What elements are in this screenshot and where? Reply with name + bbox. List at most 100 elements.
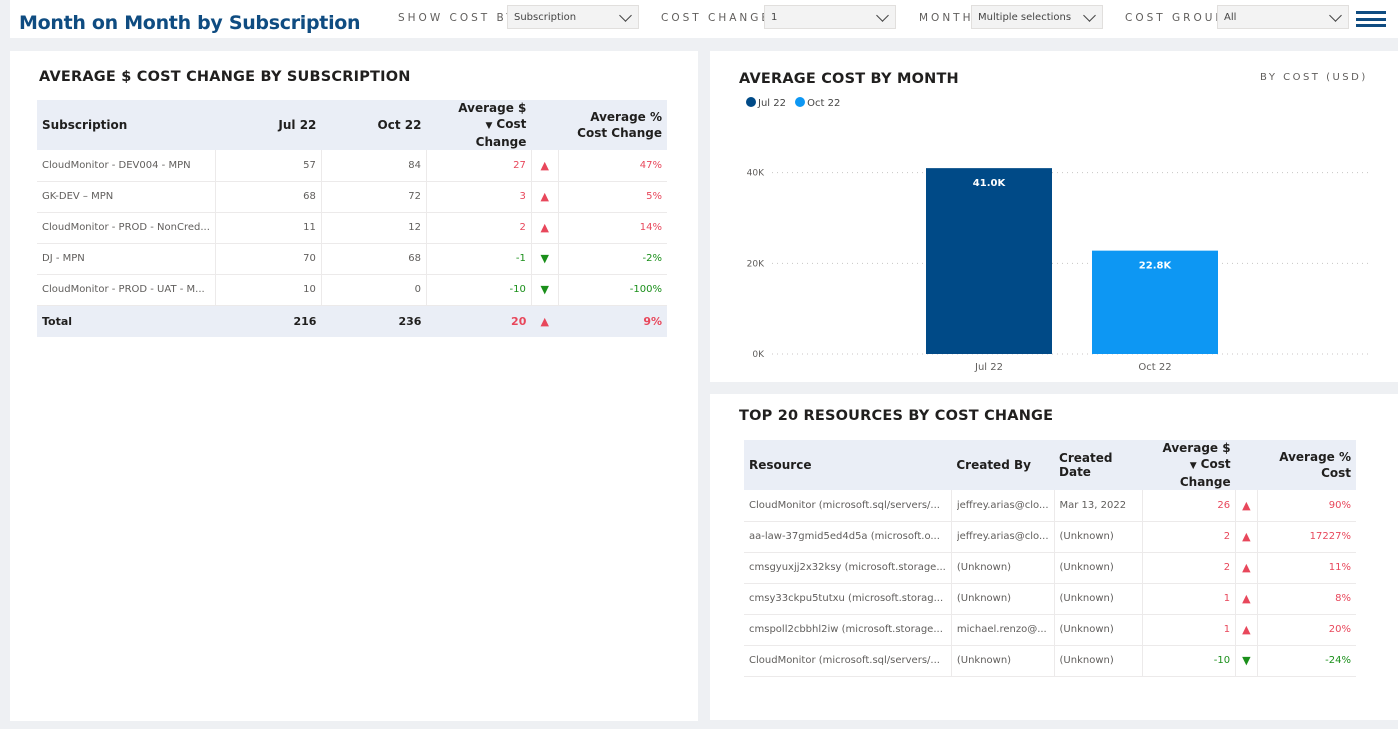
avg-pct-cell: -2%: [558, 243, 667, 275]
total-pct: 9%: [558, 305, 667, 337]
avg-change-header-line2: Cost Change: [475, 117, 527, 149]
res-avg-pct-cell: 11%: [1257, 552, 1356, 584]
resource-name: cmspoll2cbbhl2iw (microsoft.storage...: [749, 624, 943, 635]
column-header-avg-pct[interactable]: Average % Cost Change: [558, 100, 667, 150]
legend-item-jul[interactable]: Jul 22: [746, 97, 786, 109]
jul-value-cell: 11: [215, 212, 322, 244]
avg-pct-header-line1: Average %: [590, 110, 662, 124]
subscription-name: CloudMonitor - PROD - UAT - M...: [42, 284, 205, 295]
column-header-resource[interactable]: Resource: [744, 440, 952, 490]
created-by: (Unknown): [956, 655, 1012, 666]
sort-descending-icon[interactable]: ▼: [485, 121, 493, 131]
created-date-cell: (Unknown): [1054, 583, 1143, 615]
column-header-created-by[interactable]: Created By: [951, 440, 1055, 490]
filter-label-cost-group: COST GROUP: [1125, 12, 1225, 24]
subscription-table: Subscription Jul 22 Oct 22 Average $ ▼ Co…: [37, 100, 667, 337]
subscription-name: GK-DEV – MPN: [42, 191, 114, 202]
legend-dot-oct: [795, 97, 806, 107]
table-row[interactable]: cmspoll2cbbhl2iw (microsoft.storage... mi…: [744, 614, 1356, 646]
table-row[interactable]: CloudMonitor - DEV004 - MPN 57 84 27 ▲ 47%: [37, 150, 667, 182]
legend-item-oct[interactable]: Oct 22: [795, 97, 841, 109]
filter-cost-change-value: 1: [771, 12, 778, 23]
total-change: 20: [426, 305, 532, 337]
filter-cost-change-dropdown[interactable]: 1: [764, 5, 896, 29]
legend-dot-jul: [746, 97, 756, 107]
x-tick-label: Jul 22: [974, 362, 1003, 373]
created-by-cell: (Unknown): [951, 583, 1055, 615]
filter-cost-group-dropdown[interactable]: All: [1217, 5, 1349, 29]
res-avg-pct-header-line1: Average %: [1279, 450, 1351, 464]
table-row[interactable]: CloudMonitor (microsoft.sql/servers/... j…: [744, 490, 1356, 522]
column-header-trend: [531, 100, 559, 150]
created-by-cell: (Unknown): [951, 552, 1055, 584]
triangle-down-icon: ▼: [531, 274, 559, 306]
table-row[interactable]: GK-DEV – MPN 68 72 3 ▲ 5%: [37, 181, 667, 213]
table-row[interactable]: CloudMonitor (microsoft.sql/servers/... (…: [744, 645, 1356, 677]
x-tick-label: Oct 22: [1138, 362, 1171, 373]
y-tick-label: 0K: [752, 350, 765, 360]
subscription-name-cell: GK-DEV – MPN: [37, 181, 216, 213]
filter-month-value: Multiple selections: [978, 12, 1072, 23]
total-jul: 216: [215, 305, 322, 337]
avg-change-cell: 27: [426, 150, 532, 182]
avg-pct-cell: 47%: [558, 150, 667, 182]
res-avg-change-cell: 1: [1142, 614, 1237, 646]
table-row[interactable]: CloudMonitor - PROD - NonCred... 11 12 2 ▲ 14…: [37, 212, 667, 244]
table-row[interactable]: CloudMonitor - PROD - UAT - M... 10 0 -10 ▼ -…: [37, 274, 667, 306]
header-bar: Month on Month by Subscription SHOW COST…: [10, 0, 1398, 38]
created-date-cell: (Unknown): [1054, 552, 1143, 584]
resource-cell: CloudMonitor (microsoft.sql/servers/...: [744, 645, 952, 677]
legend-label-jul: Jul 22: [758, 98, 786, 109]
res-avg-pct-header-line2: Cost: [1321, 466, 1351, 480]
res-avg-pct-cell: -24%: [1257, 645, 1356, 677]
chevron-down-icon: [619, 9, 632, 22]
triangle-up-icon: ▲: [1235, 583, 1258, 615]
subscription-name-cell: CloudMonitor - PROD - NonCred...: [37, 212, 216, 244]
res-avg-change-cell: 2: [1142, 552, 1237, 584]
total-row: Total 216 236 20 ▲ 9%: [37, 305, 667, 337]
chevron-down-icon: [1083, 9, 1096, 22]
column-header-res-trend: [1235, 440, 1258, 490]
sort-descending-icon[interactable]: ▼: [1189, 461, 1197, 471]
triangle-up-icon: ▲: [531, 305, 559, 337]
legend-label-oct: Oct 22: [807, 98, 841, 109]
res-avg-change-cell: -10: [1142, 645, 1237, 677]
subscription-name: CloudMonitor - PROD - NonCred...: [42, 222, 210, 233]
triangle-up-icon: ▲: [531, 212, 559, 244]
resource-name: cmsgyuxjj2x32ksy (microsoft.storage...: [749, 562, 946, 573]
filter-label-month: MONTH: [919, 12, 974, 24]
column-header-jul[interactable]: Jul 22: [215, 100, 322, 150]
column-header-res-avg-pct[interactable]: Average % Cost: [1257, 440, 1356, 490]
column-header-created-date[interactable]: Created Date: [1054, 440, 1143, 490]
subscription-name: CloudMonitor - DEV004 - MPN: [42, 159, 191, 171]
res-avg-change-header-line2: Cost Change: [1179, 457, 1231, 489]
jul-value-cell: 70: [215, 243, 322, 275]
created-by: jeffrey.arias@clo...: [956, 531, 1049, 542]
table-row[interactable]: cmsgyuxjj2x32ksy (microsoft.storage... (U…: [744, 552, 1356, 584]
triangle-down-icon: ▼: [1235, 645, 1258, 677]
table-row[interactable]: DJ - MPN 70 68 -1 ▼ -2%: [37, 243, 667, 275]
bar-oct-22[interactable]: [1092, 250, 1218, 354]
res-avg-pct-cell: 20%: [1257, 614, 1356, 646]
column-header-res-avg-change[interactable]: Average $ ▼ Cost Change: [1142, 440, 1236, 490]
table-row[interactable]: aa-law-37gmid5ed4d5a (microsoft.o... jeff…: [744, 521, 1356, 553]
filter-month-dropdown[interactable]: Multiple selections: [971, 5, 1103, 29]
hamburger-menu-icon[interactable]: [1356, 11, 1386, 27]
filter-show-cost-by-dropdown[interactable]: Subscription: [507, 5, 639, 29]
total-oct: 236: [321, 305, 427, 337]
filter-cost-group-value: All: [1224, 12, 1237, 23]
subscription-name-cell: DJ - MPN: [37, 243, 216, 275]
column-header-avg-change[interactable]: Average $ ▼ Cost Change: [426, 100, 532, 150]
triangle-up-icon: ▲: [1235, 521, 1258, 553]
bar-jul-22[interactable]: [926, 168, 1052, 354]
avg-pct-cell: 14%: [558, 212, 667, 244]
filter-label-cost-change: COST CHANGE: [661, 12, 772, 24]
cost-bar-chart: 0K 20K 40K 41.0K Jul 22 22.8K Oct 22: [747, 168, 1372, 373]
created-date-cell: (Unknown): [1054, 521, 1143, 553]
column-header-subscription[interactable]: Subscription: [37, 100, 216, 150]
subscription-name-cell: CloudMonitor - DEV004 - MPN: [37, 150, 216, 182]
created-by: jeffrey.arias@clo...: [956, 499, 1049, 511]
triangle-up-icon: ▲: [1235, 614, 1258, 646]
column-header-oct[interactable]: Oct 22: [321, 100, 427, 150]
table-row[interactable]: cmsy33ckpu5tutxu (microsoft.storag... (Un…: [744, 583, 1356, 615]
